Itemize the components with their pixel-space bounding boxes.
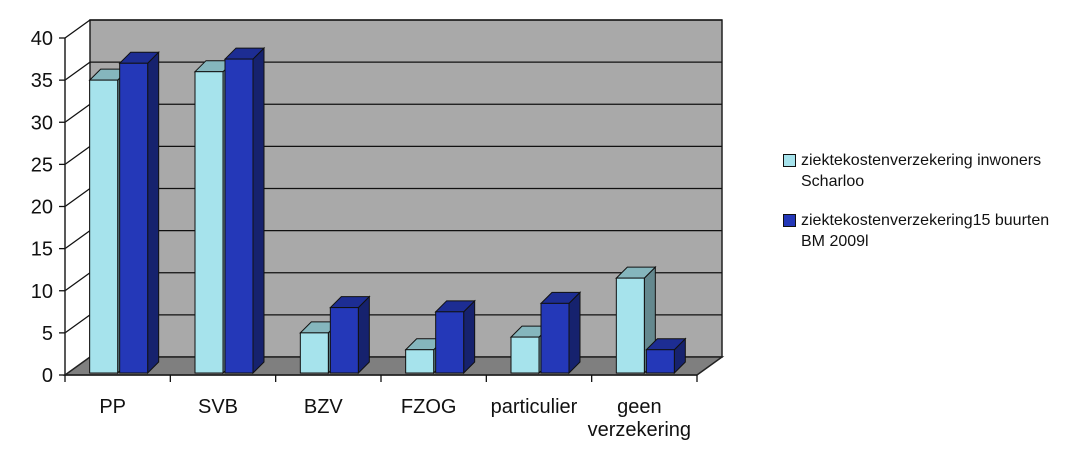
bar-front	[435, 311, 465, 374]
legend-label-scharloo-line1: ziektekostenverzekering inwoners	[801, 152, 1042, 169]
bar-side	[357, 295, 370, 375]
x-tick-label: geen	[617, 396, 662, 418]
x-tick-label: verzekering	[588, 419, 691, 441]
legend-label-scharloo-line2: Scharloo	[801, 173, 865, 190]
gridline	[64, 61, 722, 81]
bar	[645, 337, 687, 375]
y-tick-label: 40	[31, 28, 53, 50]
legend-swatch-buurten	[783, 214, 796, 227]
bar-front	[224, 58, 254, 374]
bar-side	[568, 291, 581, 375]
bar-front	[615, 277, 645, 374]
bar-front	[405, 349, 435, 374]
y-tick-label: 10	[31, 281, 53, 303]
bar-front	[119, 62, 149, 374]
legend: ziektekostenverzekering inwoners Scharlo…	[783, 150, 1068, 270]
x-tick-label: PP	[99, 396, 126, 418]
legend-item-scharloo: ziektekostenverzekering inwoners Scharlo…	[783, 150, 1068, 192]
bar-front	[89, 79, 119, 374]
bar	[223, 46, 266, 375]
y-tick-label: 20	[31, 197, 53, 219]
y-tick-label: 30	[31, 112, 53, 134]
legend-item-buurten: ziektekostenverzekering15 buurten BM 200…	[783, 210, 1068, 252]
bar-front	[329, 307, 359, 374]
x-tick-label: BZV	[304, 396, 344, 418]
bar-front	[645, 349, 675, 374]
legend-label-buurten-line1: ziektekostenverzekering15 buurten	[801, 212, 1050, 229]
y-tick-label: 35	[31, 70, 53, 92]
x-tick-label: SVB	[198, 396, 238, 418]
bar-front	[510, 336, 540, 374]
bar	[118, 51, 160, 375]
bar	[329, 295, 371, 375]
gridline	[64, 19, 722, 39]
bar-side	[147, 51, 160, 375]
x-tick-label: FZOG	[401, 396, 457, 418]
legend-label-buurten-line2: BM 2009l	[801, 233, 869, 250]
y-tick-label: 5	[42, 323, 53, 345]
bar-front	[540, 302, 570, 374]
bar	[539, 291, 582, 375]
x-tick-label: particulier	[491, 396, 578, 418]
bar-side	[463, 299, 476, 375]
legend-swatch-scharloo	[783, 154, 796, 167]
bar-front	[194, 71, 224, 374]
bar-side	[252, 46, 265, 375]
y-tick-label: 25	[31, 154, 53, 176]
y-tick-label: 0	[42, 365, 53, 387]
y-tick-label: 15	[31, 239, 53, 261]
bar-front	[299, 332, 329, 374]
bar	[434, 299, 476, 375]
